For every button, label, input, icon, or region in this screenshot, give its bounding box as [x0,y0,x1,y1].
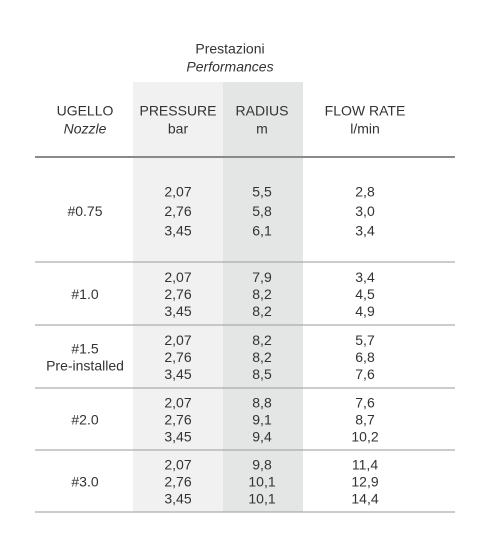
cell-value: 3,0 [355,203,375,219]
cell-value: 8,2 [252,303,272,319]
column-header: PRESSURE [139,103,216,119]
cell-value: 7,9 [252,269,272,285]
column-header: UGELLO [57,103,114,119]
pressure-column-shade [133,82,223,512]
cell-value: 11,4 [352,457,378,473]
cell-value: 2,07 [164,395,191,411]
cell-value: 2,76 [164,203,191,219]
cell-value: 5,8 [252,203,272,219]
table-title: Prestazioni [195,41,264,57]
cell-value: 4,9 [355,303,375,319]
nozzle-label: #3.0 [71,474,98,490]
nozzle-label: #1.0 [71,286,98,302]
cell-value: 5,5 [252,184,272,200]
nozzle-label: #1.5 [71,341,98,357]
cell-value: 4,5 [355,286,375,302]
cell-value: 10,2 [351,429,378,445]
nozzle-label: #0.75 [67,203,102,219]
cell-value: 2,76 [164,286,191,302]
column-subheader: l/min [350,121,380,137]
cell-value: 8,8 [252,395,272,411]
cell-value: 8,7 [355,412,375,428]
cell-value: 5,7 [355,332,375,348]
cell-value: 8,2 [252,332,272,348]
column-header: RADIUS [236,103,289,119]
cell-value: 7,6 [355,366,375,382]
cell-value: 3,4 [355,223,375,239]
cell-value: 6,1 [252,223,272,239]
cell-value: 12,9 [351,474,378,490]
cell-value: 2,8 [355,184,375,200]
column-subheader: bar [168,121,189,137]
cell-value: 3,45 [164,303,191,319]
column-header: FLOW RATE [325,103,406,119]
cell-value: 3,45 [164,429,191,445]
radius-column-shade [223,82,303,512]
cell-value: 3,4 [355,269,375,285]
cell-value: 3,45 [164,491,191,507]
cell-value: 9,8 [252,457,272,473]
cell-value: 14,4 [351,491,378,507]
nozzle-label: #2.0 [71,412,98,428]
cell-value: 7,6 [355,395,375,411]
column-subheader: m [256,121,268,137]
cell-value: 9,4 [252,429,272,445]
cell-value: 8,2 [252,349,272,365]
cell-value: 2,76 [164,412,191,428]
cell-value: 8,5 [252,366,272,382]
cell-value: 3,45 [164,366,191,382]
column-subheader: Nozzle [64,121,107,137]
cell-value: 2,07 [164,184,191,200]
cell-value: 2,07 [164,269,191,285]
cell-value: 10,1 [248,474,275,490]
cell-value: 9,1 [252,412,272,428]
cell-value: 10,1 [248,491,275,507]
cell-value: 2,07 [164,457,191,473]
table-subtitle: Performances [186,59,273,75]
cell-value: 3,45 [164,223,191,239]
cell-value: 6,8 [355,349,375,365]
cell-value: 2,07 [164,332,191,348]
nozzle-label: Pre-installed [46,358,124,374]
cell-value: 2,76 [164,474,191,490]
cell-value: 2,76 [164,349,191,365]
cell-value: 8,2 [252,286,272,302]
